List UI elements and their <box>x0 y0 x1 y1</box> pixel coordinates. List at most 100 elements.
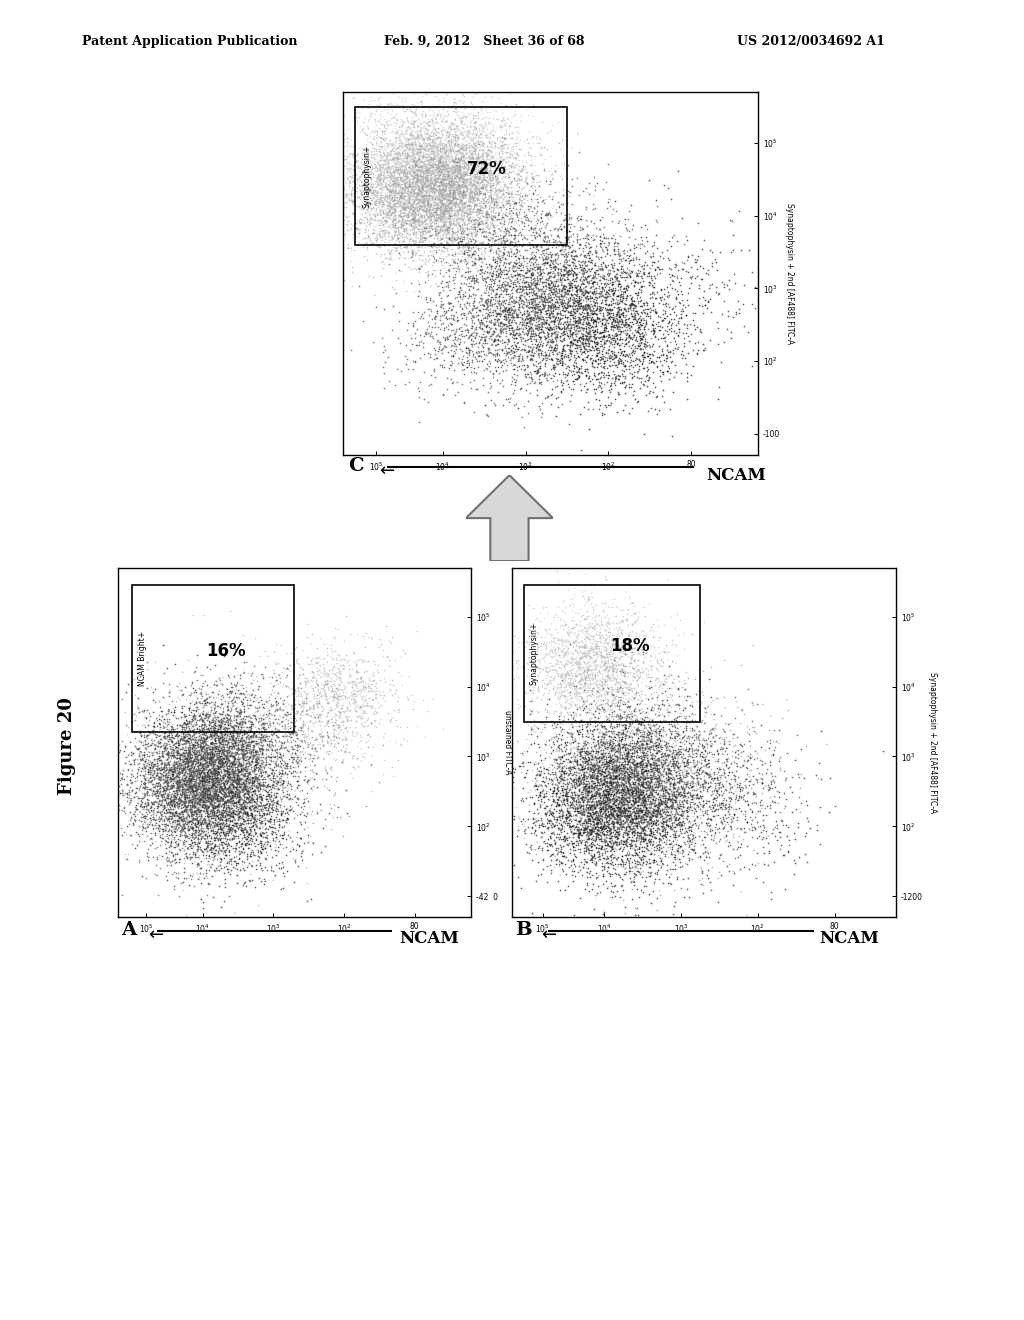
Point <box>621 701 637 722</box>
Point <box>220 747 237 768</box>
Point <box>719 812 735 833</box>
Point <box>512 755 528 776</box>
Point <box>410 210 426 231</box>
Point <box>649 800 666 821</box>
Point <box>188 841 205 862</box>
Point <box>260 781 276 803</box>
Point <box>637 829 653 850</box>
Point <box>592 671 608 692</box>
Point <box>451 199 467 220</box>
Point <box>744 840 761 861</box>
Point <box>606 343 623 364</box>
Point <box>438 158 455 180</box>
Point <box>455 354 471 375</box>
Point <box>238 795 254 816</box>
Point <box>607 775 624 796</box>
Point <box>241 735 257 756</box>
Point <box>609 401 626 422</box>
Point <box>166 752 182 774</box>
Point <box>584 301 600 322</box>
Point <box>221 818 238 840</box>
Point <box>542 645 558 667</box>
Point <box>483 784 500 805</box>
Point <box>466 139 482 160</box>
Point <box>113 783 129 804</box>
Point <box>545 252 561 273</box>
Point <box>659 768 676 789</box>
Point <box>564 793 581 814</box>
Point <box>477 157 494 178</box>
Point <box>212 669 228 690</box>
Point <box>740 793 757 814</box>
Point <box>455 238 471 259</box>
Point <box>478 201 495 222</box>
Point <box>526 360 543 381</box>
Point <box>604 286 621 308</box>
Point <box>418 187 434 209</box>
Point <box>451 327 467 348</box>
Point <box>222 680 239 701</box>
Point <box>479 234 496 255</box>
Point <box>278 705 294 726</box>
Point <box>429 209 445 230</box>
Point <box>543 207 559 228</box>
Point <box>385 176 401 197</box>
Point <box>646 801 663 822</box>
Point <box>680 787 696 808</box>
Point <box>665 774 681 795</box>
Point <box>237 755 253 776</box>
Point <box>611 767 628 788</box>
Point <box>572 833 589 854</box>
Point <box>635 818 651 840</box>
Point <box>444 222 461 243</box>
Point <box>558 735 574 756</box>
Point <box>394 209 411 230</box>
Point <box>303 738 319 759</box>
Point <box>472 147 488 168</box>
Point <box>532 627 549 648</box>
Point <box>658 286 675 308</box>
Point <box>318 722 335 743</box>
Point <box>372 178 388 199</box>
Point <box>131 850 147 871</box>
Point <box>329 164 345 185</box>
Point <box>229 803 246 824</box>
Point <box>572 286 589 308</box>
Point <box>627 803 643 824</box>
Point <box>194 807 210 828</box>
Point <box>495 255 511 276</box>
Point <box>608 356 625 378</box>
Point <box>481 185 498 206</box>
Point <box>606 282 623 304</box>
Point <box>243 842 259 863</box>
Point <box>557 653 573 675</box>
Point <box>577 744 593 766</box>
Point <box>470 168 486 189</box>
Point <box>559 315 575 337</box>
Point <box>157 738 173 759</box>
Point <box>622 296 638 317</box>
Point <box>623 836 639 857</box>
Point <box>105 760 122 781</box>
Point <box>596 655 612 676</box>
Point <box>426 207 442 228</box>
Point <box>655 754 672 775</box>
Point <box>757 752 773 774</box>
Point <box>250 849 266 870</box>
Point <box>190 781 207 803</box>
Point <box>662 273 678 294</box>
Point <box>551 644 567 665</box>
Point <box>440 194 457 215</box>
Point <box>584 744 600 766</box>
Point <box>193 739 209 760</box>
Point <box>583 821 599 842</box>
Point <box>443 339 460 360</box>
Point <box>324 183 340 205</box>
Point <box>457 148 473 169</box>
Point <box>221 755 238 776</box>
Point <box>598 725 614 746</box>
Point <box>580 713 596 734</box>
Point <box>442 199 459 220</box>
Point <box>438 246 455 267</box>
Point <box>612 768 629 789</box>
